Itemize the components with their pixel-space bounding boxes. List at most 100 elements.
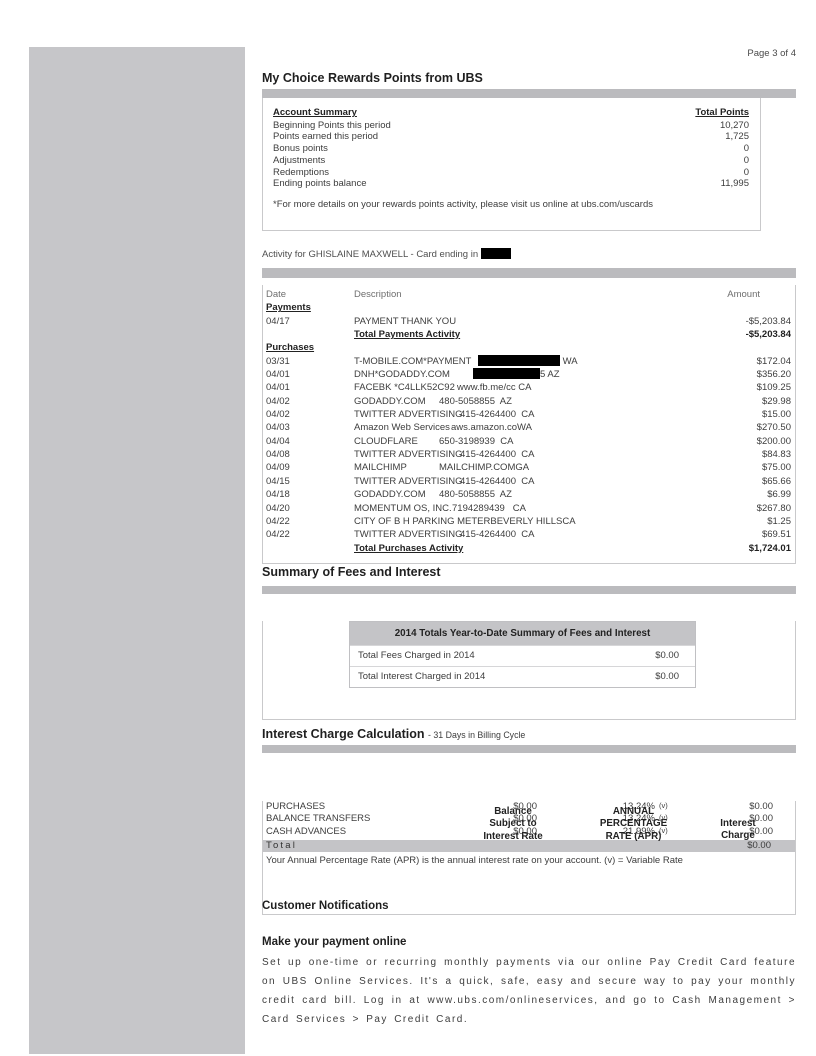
rewards-box: Account Summary Total Points Beginning P…: [262, 98, 761, 231]
rewards-title: My Choice Rewards Points from UBS: [262, 71, 483, 85]
interest-row-label: PURCHASES: [266, 801, 326, 812]
payment-online-title: Make your payment online: [262, 936, 407, 948]
transaction-row: 04/02 GODADDY.COM 480-5058855 AZ $29.98: [265, 395, 793, 408]
interest-apr: 13.24%: [622, 801, 655, 812]
fees-table: 2014 Totals Year-to-Date Summary of Fees…: [349, 621, 696, 688]
interest-apr-note: (v): [659, 825, 668, 835]
txn-amount: $15.00: [761, 409, 791, 421]
txn-merchant: PAYMENT THANK YOU: [354, 315, 457, 327]
txn-description: T-MOBILE.COM*PAYMENT WA: [354, 354, 757, 368]
txn-amount: $84.83: [761, 449, 791, 461]
txn-date: 04/17: [266, 315, 290, 327]
txn-amount: $1,724.01: [748, 542, 791, 554]
txn-total-label: Total Payments Activity: [354, 329, 461, 341]
txn-date: 04/02: [266, 409, 290, 421]
interest-balance: $0.00: [513, 801, 537, 812]
rewards-row-label: Beginning Points this period: [273, 119, 391, 131]
rewards-row: Adjustments 0: [263, 155, 760, 167]
txn-date: 04/18: [266, 489, 290, 501]
txn-description: FACEBK *C4LLK52C92 www.fb.me/cc CA: [354, 381, 757, 394]
txn-section-cell: Purchases: [265, 341, 354, 354]
rewards-section: My Choice Rewards Points from UBS Accoun…: [262, 71, 796, 231]
txn-merchant: TWITTER ADVERTISING: [354, 409, 463, 421]
transactions-header-row: Date Description Amount: [265, 288, 793, 301]
transaction-row: Total Purchases Activity $1,724.01: [265, 542, 793, 555]
interest-section: Interest Charge Calculation - 31 Days in…: [262, 727, 796, 915]
interest-apr-note: (v): [659, 813, 668, 823]
activity-title-text: Activity for GHISLAINE MAXWELL - Card en…: [262, 249, 479, 260]
txn-date: 04/08: [266, 449, 290, 461]
interest-total-label: Total: [266, 839, 298, 851]
txn-date: 04/04: [266, 435, 290, 447]
fees-box: 2014 Totals Year-to-Date Summary of Fees…: [262, 621, 796, 720]
txn-amount: -$5,203.84: [745, 329, 791, 341]
rewards-footnote: *For more details on your rewards points…: [273, 198, 653, 210]
txn-detail: 415-4264400 CA: [460, 529, 535, 541]
txn-amount: $267.80: [756, 502, 791, 514]
txn-amount: $172.04: [756, 355, 791, 367]
txn-merchant: Amazon Web Services: [354, 422, 450, 434]
interest-apr: 21.99%: [622, 825, 655, 837]
txn-date: [265, 542, 354, 555]
interest-balance: $0.00: [513, 825, 537, 837]
txn-detail: 480-5058855 AZ: [439, 395, 512, 407]
txn-detail: 415-4264400 CA: [460, 449, 535, 461]
interest-row: PURCHASES $0.00 13.24% (v) $0.00: [263, 801, 795, 813]
fees-divider-bar: [262, 586, 796, 594]
rewards-row-label: Adjustments: [273, 154, 326, 166]
fees-row-value: $0.00: [655, 650, 679, 661]
txn-merchant: MOMENTUM OS, INC.: [354, 502, 452, 514]
txn-description: TWITTER ADVERTISING415-4264400 CA: [354, 448, 762, 461]
redacted-text: [478, 354, 560, 366]
transaction-section-row: Purchases: [265, 341, 793, 354]
txn-date: 04/22: [266, 515, 290, 527]
rewards-rows: Beginning Points this period 10,270 Points…: [263, 120, 760, 190]
transaction-row: Total Payments Activity -$5,203.84: [265, 328, 793, 341]
interest-total-amount: $0.00: [747, 839, 771, 851]
txn-description: TWITTER ADVERTISING415-4264400 CA: [354, 528, 762, 541]
txn-detail: MAILCHIMP.COMGA: [439, 462, 530, 474]
txn-total-label: Total Purchases Activity: [354, 542, 464, 554]
charge-column-header: Interest Charge: [720, 818, 756, 842]
txn-merchant: FACEBK *C4LLK52C92: [354, 382, 455, 394]
txn-detail: 650-3198939 CA: [439, 435, 514, 447]
txn-section-label: Payments: [266, 302, 311, 314]
rewards-row: Redemptions 0: [263, 167, 760, 179]
transaction-row: 04/18 GODADDY.COM 480-5058855 AZ $6.99: [265, 488, 793, 501]
txn-description: TWITTER ADVERTISING415-4264400 CA: [354, 408, 762, 421]
txn-merchant: TWITTER ADVERTISING: [354, 475, 463, 487]
interest-total-row: Total $0.00: [263, 839, 795, 853]
txn-description: Amazon Web Servicesaws.amazon.coWA: [354, 421, 757, 434]
fees-title: Summary of Fees and Interest: [262, 565, 441, 579]
txn-description: Total Purchases Activity: [354, 542, 749, 555]
txn-merchant: CLOUDFLARE: [354, 435, 418, 447]
txn-amount: $356.20: [756, 369, 791, 381]
txn-amount: $75.00: [761, 462, 791, 474]
txn-date: 04/22: [266, 529, 290, 541]
transactions-box: Date Description Amount Payments 04/17 PAY…: [262, 285, 796, 564]
rewards-row-value: 0: [743, 154, 749, 166]
txn-description: GODADDY.COM 480-5058855 AZ: [354, 488, 767, 501]
txn-date: 04/03: [266, 422, 290, 434]
fees-section: Summary of Fees and Interest 2014 Totals…: [262, 565, 796, 720]
fees-row: Total Interest Charged in 2014 $0.00: [350, 666, 695, 687]
txn-amount: -$5,203.84: [745, 315, 791, 327]
transaction-row: 04/15 TWITTER ADVERTISING415-4264400 CA $6…: [265, 475, 793, 488]
date-column-header: Date: [266, 289, 287, 300]
fees-row-label: Total Fees Charged in 2014: [358, 650, 475, 661]
left-gray-panel: [29, 47, 245, 1054]
txn-merchant: TWITTER ADVERTISING: [354, 529, 463, 541]
txn-merchant: DNH*GODADDY.COM: [354, 369, 450, 381]
notifications-title: Customer Notifications: [262, 900, 389, 912]
txn-description: DNH*GODADDY.COM 5 AZ: [354, 368, 757, 381]
txn-description: CITY OF B H PARKING METERBEVERLY HILLSCA: [354, 515, 767, 528]
txn-amount: $29.98: [761, 395, 791, 407]
interest-title-text: Interest Charge Calculation: [262, 727, 425, 741]
txn-description: GODADDY.COM 480-5058855 AZ: [354, 395, 762, 408]
activity-title: Activity for GHISLAINE MAXWELL - Card en…: [262, 248, 796, 260]
interest-charge: $0.00: [749, 825, 773, 837]
txn-date: 04/01: [266, 382, 290, 394]
fees-rows: Total Fees Charged in 2014 $0.00 Total Int…: [350, 645, 695, 687]
txn-date: 03/31: [266, 355, 290, 367]
